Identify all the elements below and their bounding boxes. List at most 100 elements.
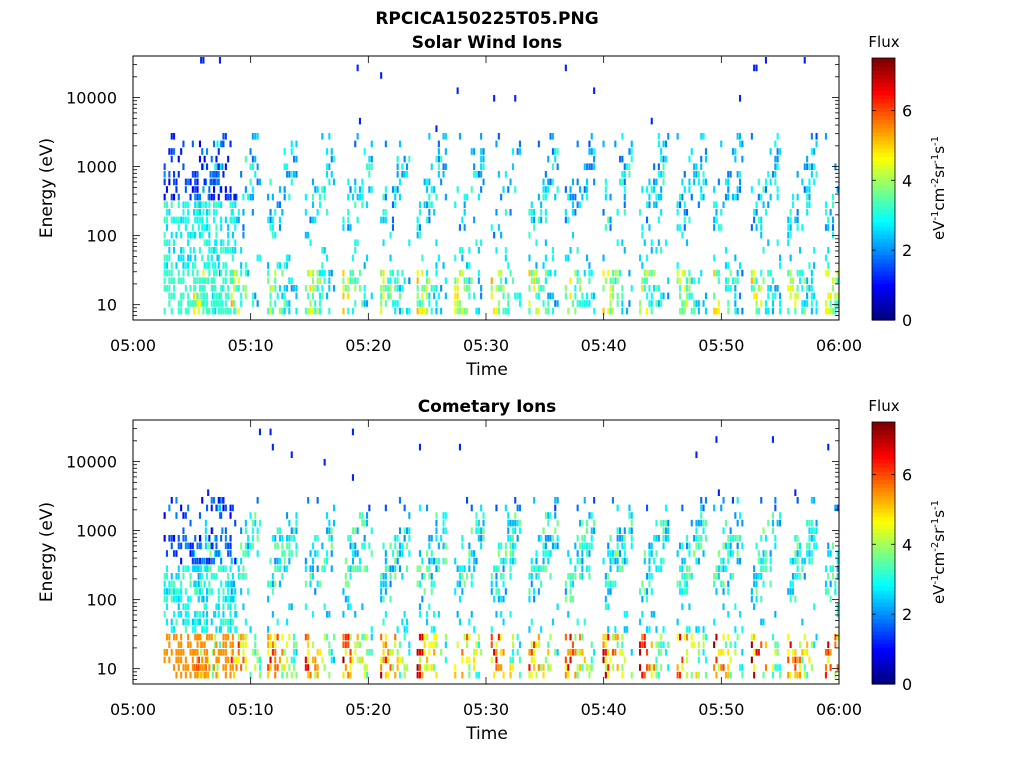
heatmap-cell [757,307,760,315]
heatmap-cell [806,542,809,550]
heatmap-cell [695,626,698,633]
colorbar-step [872,634,895,640]
heatmap-cell [165,239,168,246]
heatmap-cell [516,633,519,641]
heatmap-cell [406,527,409,534]
heatmap-cell [403,626,406,633]
heatmap-cell [220,140,223,148]
heatmap-cell [347,671,350,679]
heatmap-cell [564,633,567,641]
heatmap-cell [796,171,799,178]
heatmap-cell [686,573,689,580]
heatmap-cell [323,633,326,641]
heatmap-cell [198,155,201,163]
heatmap-cell [384,140,387,148]
heatmap-cell [213,277,216,284]
colorbar-step [872,94,895,100]
colorbar-step [872,536,895,542]
heatmap-cell [363,519,366,527]
heatmap-cell [224,527,227,534]
heatmap-cell [681,603,684,610]
heatmap-cell [724,262,727,269]
heatmap-cell [274,557,277,565]
heatmap-cell [203,641,206,648]
heatmap-cell [435,557,438,565]
heatmap-cell [581,550,584,557]
heatmap-cell [514,186,517,193]
heatmap-cell [717,649,720,656]
heatmap-cell [403,611,406,618]
heatmap-cell [609,588,612,595]
heatmap-cell [426,178,429,186]
heatmap-cell [269,641,272,648]
heatmap-cell [514,557,517,565]
heatmap-cell [344,633,347,641]
heatmap-cell [220,247,223,254]
heatmap-cell [463,307,466,315]
heatmap-cell [271,580,274,588]
heatmap-cell [408,527,411,534]
heatmap-cell [191,269,194,277]
heatmap-cell [333,504,336,512]
heatmap-cell [163,178,166,186]
heatmap-cell [295,171,298,178]
heatmap-cell [518,504,521,512]
heatmap-cell [831,565,834,572]
heatmap-cell [249,671,252,679]
heatmap-cell [217,497,220,504]
heatmap-cell [720,664,723,671]
heatmap-cell [384,557,387,565]
heatmap-cell [630,512,633,519]
heatmap-cell [214,239,217,246]
heatmap-cell [537,307,540,315]
heatmap-cell [683,171,686,178]
heatmap-cell [799,542,802,550]
heatmap-cell [194,186,197,193]
heatmap-cell [569,656,572,664]
heatmap-cell [836,565,839,572]
heatmap-cell [442,171,445,178]
heatmap-cell [697,300,700,307]
heatmap-cell [715,209,718,216]
heatmap-cell [650,671,653,679]
heatmap-cell [542,262,545,269]
heatmap-cell [650,269,653,277]
heatmap-cell [530,201,533,208]
heatmap-cell [650,300,653,307]
heatmap-cell [614,269,617,277]
heatmap-cell [528,231,531,239]
heatmap-cell [767,292,770,300]
heatmap-cell [579,300,582,307]
heatmap-cell [662,171,665,178]
heatmap-cell [571,231,574,239]
heatmap-cell [831,307,834,315]
heatmap-cell [831,277,834,284]
heatmap-cell [204,277,207,284]
heatmap-cell [200,671,203,679]
heatmap-cell [621,307,624,315]
heatmap-cell [235,216,238,224]
colorbar-step [872,434,895,439]
heatmap-cell [244,519,247,527]
heatmap-cell [361,656,364,664]
heatmap-cell [643,285,646,292]
heatmap-cell [295,519,298,527]
heatmap-cell [616,557,619,565]
heatmap-cell [235,269,238,277]
heatmap-cell [311,178,314,186]
heatmap-cell [688,573,691,580]
heatmap-cell [623,527,626,534]
heatmap-cell [643,239,646,246]
heatmap-cell [466,193,469,201]
heatmap-cell [233,656,236,664]
heatmap-cell [514,512,517,519]
heatmap-cell [224,565,227,572]
heatmap-cell [579,201,582,208]
heatmap-cell [276,262,279,269]
heatmap-cell [586,292,589,300]
heatmap-cell [829,550,832,557]
heatmap-cell [569,573,572,580]
colorbar-step [872,507,895,513]
heatmap-cell [237,209,240,216]
heatmap-cell [384,633,387,641]
